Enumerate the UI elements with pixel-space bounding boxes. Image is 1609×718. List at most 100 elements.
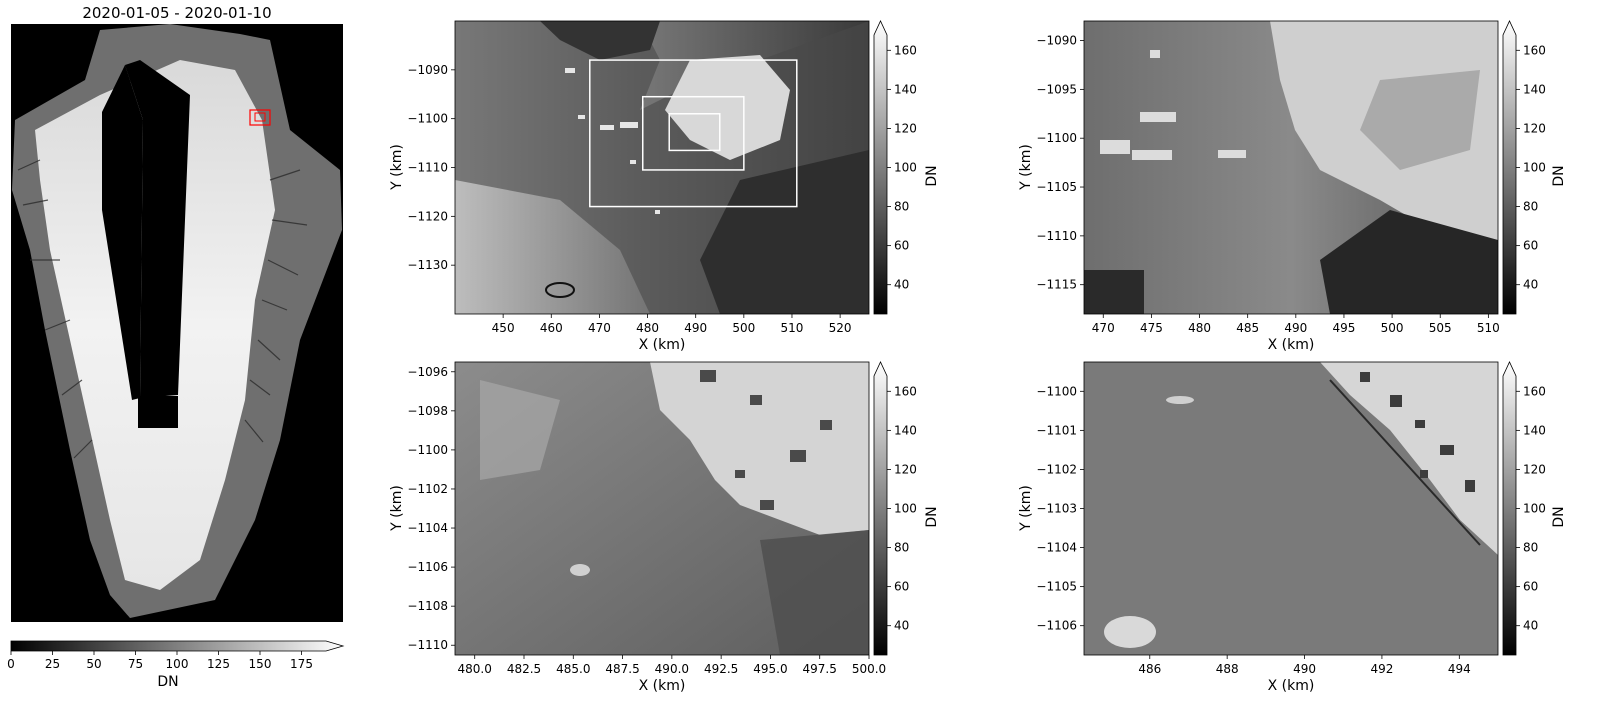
x-tick-label: 492 [1370,662,1393,676]
overview-colorbar: 0 25 50 75 100 125 150 175 DN [7,640,345,690]
overview-colorbar-label: DN [157,674,178,690]
zoom-panel-3-image [455,362,869,655]
zoom-panel-4-colorbar-label: DN [1551,506,1567,527]
x-tick-label: 520 [829,321,852,335]
y-tick-label: −1100 [407,112,448,126]
y-tick-label: −1102 [407,482,448,496]
zoom-panel-1-inset-boxes [589,59,798,208]
zoom-panel-1: 450 460 470 480 490 500 510 520 −1090 −1100 −1110 −… [389,20,940,353]
y-tick-label: −1095 [1036,82,1077,96]
zoom-panel-3-ticks: 480.0 482.5 485.0 487.5 490.0 492.5 495.0 497.5… [407,365,886,676]
zoom-panel-3-colorbar-ticks: 40 60 80 100 120 140 160 [887,384,917,633]
x-tick-label: 490 [1293,662,1316,676]
colorbar-tick-label: 120 [894,462,917,476]
y-tick-label: −1090 [1036,34,1077,48]
zoom-panel-4-ylabel: Y (km) [1018,485,1034,532]
zoom-panel-2-ylabel: Y (km) [1018,144,1034,191]
x-tick-label: 480 [1188,321,1211,335]
zoom-panel-3: 480.0 482.5 485.0 487.5 490.0 492.5 495.0 497.5… [389,361,940,694]
y-tick-label: −1115 [1036,278,1077,292]
x-tick-label: 480.0 [458,662,492,676]
zoom-panel-2-colorbar: 40 60 80 100 120 140 160 DN [1502,20,1567,315]
y-tick-label: −1120 [407,209,448,223]
zoom-panel-1-colorbar-ticks: 40 60 80 100 120 140 160 [887,43,917,292]
x-tick-label: 497.5 [803,662,837,676]
colorbar-tick-label: 140 [894,423,917,437]
x-tick-label: 510 [1477,321,1500,335]
colorbar-tick-label: 150 [249,657,272,671]
zoom-panel-3-colorbar-label: DN [924,506,940,527]
x-tick-label: 485.0 [556,662,590,676]
x-tick-label: 510 [781,321,804,335]
y-tick-label: −1104 [407,521,448,535]
zoom-panel-4-ticks: 486 488 490 492 494 −1100 −1101 −1102 −1103 −1104… [1036,384,1470,676]
y-tick-label: −1110 [407,638,448,652]
colorbar-tick-label: 160 [894,43,917,57]
colorbar-tick-label: 160 [1523,43,1546,57]
colorbar-tick-label: 100 [166,657,189,671]
zoom-panel-2-xlabel: X (km) [1268,337,1315,353]
x-tick-label: 488 [1216,662,1239,676]
y-tick-label: −1100 [1036,131,1077,145]
x-tick-label: 495.0 [753,662,787,676]
y-tick-label: −1110 [407,161,448,175]
colorbar-tick-label: 60 [1523,239,1538,253]
zoom-panel-2-ticks: 470 475 480 485 490 495 500 505 510 −1090 −1095 −11… [1036,34,1499,335]
y-tick-label: −1098 [407,404,448,418]
colorbar-tick-label: 60 [894,580,909,594]
inset-box-1 [589,59,798,208]
zoom-panel-4: 486 488 490 492 494 −1100 −1101 −1102 −1103 −1104… [1018,361,1567,694]
colorbar-tick-label: 100 [894,161,917,175]
zoom-panel-2: 470 475 480 485 490 495 500 505 510 −1090 −1095 −11… [1018,20,1567,353]
overview-highlight-box [249,109,271,126]
colorbar-tick-label: 60 [894,239,909,253]
x-tick-label: 486 [1138,662,1161,676]
x-tick-label: 480 [636,321,659,335]
x-tick-label: 470 [1092,321,1115,335]
y-tick-label: −1102 [1036,462,1077,476]
colorbar-tick-label: 125 [207,657,230,671]
y-tick-label: −1106 [1036,619,1077,633]
colorbar-tick-label: 40 [1523,278,1538,292]
colorbar-tick-label: 75 [128,657,143,671]
zoom-panel-4-xlabel: X (km) [1268,678,1315,694]
x-tick-label: 487.5 [605,662,639,676]
zoom-panel-1-colorbar-label: DN [924,165,940,186]
x-tick-label: 500 [1381,321,1404,335]
colorbar-tick-label: 40 [894,278,909,292]
colorbar-tick-label: 0 [7,657,15,671]
zoom-panel-3-colorbar: 40 60 80 100 120 140 160 DN [873,361,940,656]
colorbar-tick-label: 160 [894,384,917,398]
colorbar-tick-label: 80 [1523,541,1538,555]
overview-highlight-box-inner [254,112,266,122]
x-tick-label: 490 [684,321,707,335]
zoom-panel-1-ylabel: Y (km) [389,144,405,191]
inset-box-3 [668,113,721,152]
zoom-panel-1-xlabel: X (km) [639,337,686,353]
zoom-panel-2-colorbar-ticks: 40 60 80 100 120 140 160 [1516,43,1546,292]
zoom-panel-1-colorbar: 40 60 80 100 120 140 160 DN [873,20,940,315]
zoom-panel-1-image [455,21,869,314]
colorbar-tick-label: 50 [86,657,101,671]
y-tick-label: −1105 [1036,580,1077,594]
y-tick-label: −1100 [407,443,448,457]
colorbar-tick-label: 120 [894,121,917,135]
colorbar-tick-label: 25 [45,657,60,671]
y-tick-label: −1104 [1036,541,1077,555]
x-tick-label: 450 [492,321,515,335]
y-tick-label: −1130 [407,258,448,272]
y-tick-label: −1105 [1036,180,1077,194]
colorbar-tick-label: 100 [1523,502,1546,516]
colorbar-tick-label: 175 [290,657,313,671]
x-tick-label: 500.0 [852,662,886,676]
colorbar-tick-label: 40 [1523,619,1538,633]
colorbar-tick-label: 40 [894,619,909,633]
x-tick-label: 505 [1429,321,1452,335]
zoom-panel-1-ticks: 450 460 470 480 490 500 510 520 −1090 −1100 −1110 −… [407,63,851,335]
overview-map [11,24,343,622]
zoom-panel-4-image [1084,362,1498,655]
y-tick-label: −1101 [1036,423,1077,437]
x-tick-label: 495 [1333,321,1356,335]
zoom-panel-2-image [1084,21,1498,314]
